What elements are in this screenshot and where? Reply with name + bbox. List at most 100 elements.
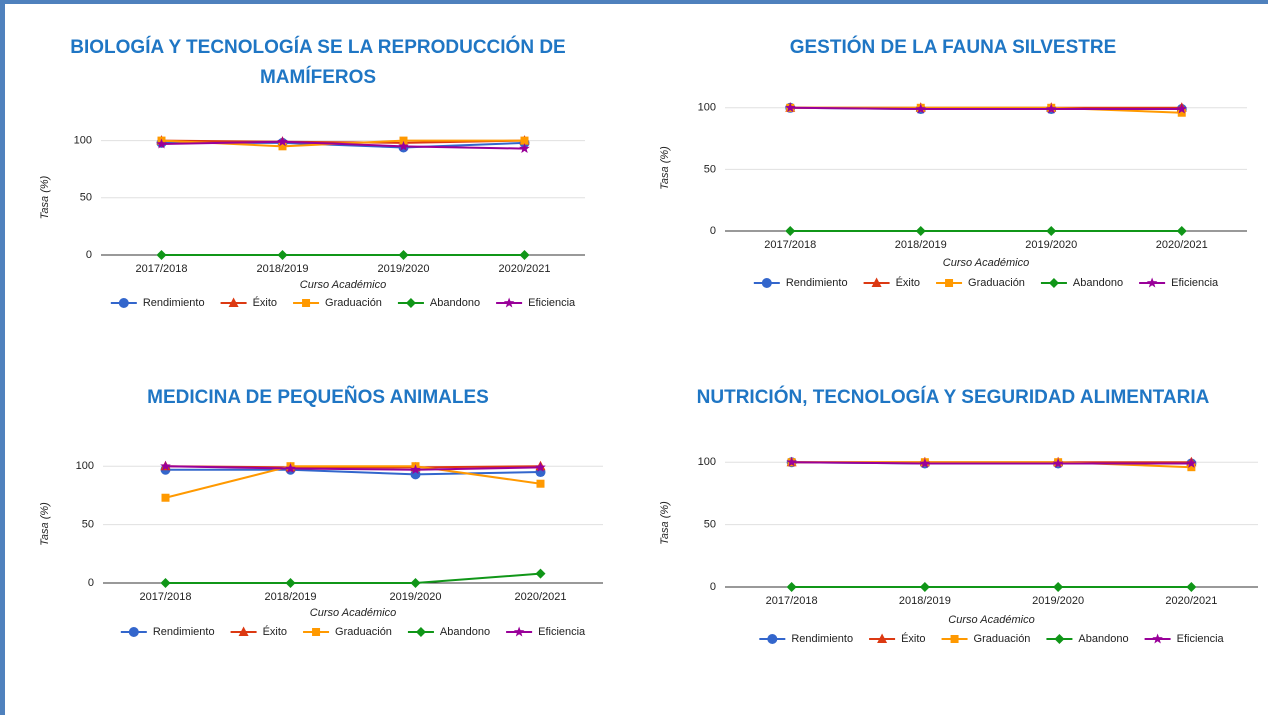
marker — [160, 578, 171, 588]
marker — [786, 582, 797, 592]
x-tick-label: 2018/2019 — [265, 591, 317, 603]
legend: Rendimiento Éxito Graduación Abandono Eficie… — [120, 625, 586, 638]
marker — [1052, 457, 1064, 468]
marker — [520, 136, 529, 145]
marker — [1176, 226, 1187, 236]
marker — [1053, 582, 1064, 592]
y-axis-label: Tasa (%) — [659, 501, 671, 545]
x-axis-label: Curso Académico — [943, 257, 1029, 269]
legend-label: Abandono — [430, 297, 480, 309]
legend-label: Eficiencia — [1177, 633, 1225, 645]
y-tick-label: 50 — [80, 192, 92, 204]
marker — [785, 226, 796, 236]
marker — [1152, 633, 1163, 644]
marker — [513, 626, 525, 637]
marker — [302, 299, 311, 307]
marker — [519, 250, 530, 260]
x-tick-label: 2018/2019 — [257, 263, 309, 275]
y-tick-label: 100 — [698, 456, 716, 468]
legend-item: Graduación — [303, 626, 392, 638]
marker — [277, 136, 288, 147]
marker — [1048, 278, 1059, 288]
legend-label: Éxito — [263, 625, 287, 638]
marker — [915, 103, 926, 114]
series-line — [165, 468, 541, 476]
y-tick-label: 100 — [74, 135, 92, 147]
legend-item: Graduación — [293, 297, 382, 309]
marker — [919, 582, 930, 592]
series-line — [165, 465, 541, 471]
marker — [761, 278, 772, 288]
legend-label: Éxito — [896, 276, 920, 289]
legend-item: Rendimiento — [759, 633, 853, 645]
marker — [399, 136, 408, 145]
legend-item: Graduación — [936, 277, 1025, 289]
marker — [950, 635, 959, 643]
x-tick-label: 2019/2020 — [390, 591, 442, 603]
legend-label: Graduación — [968, 277, 1025, 289]
legend-label: Rendimiento — [153, 626, 215, 638]
marker — [410, 464, 421, 475]
legend: Rendimiento Éxito Graduación Abandono Eficie… — [110, 296, 576, 309]
chart-title: GESTIÓN DE LA FAUNA SILVESTRE — [789, 37, 1117, 58]
legend-item: Éxito — [220, 296, 277, 309]
marker — [877, 633, 888, 643]
chart-title: MEDICINA DE PEQUEÑOS ANIMALES — [147, 387, 489, 408]
chart-title: BIOLOGÍA Y TECNOLOGÍA SE LA REPRODUCCIÓN… — [70, 37, 566, 88]
x-tick-label: 2017/2018 — [766, 595, 818, 607]
marker — [786, 456, 797, 467]
legend-item: Abandono — [397, 297, 480, 309]
legend-item: Éxito — [863, 276, 920, 289]
x-tick-label: 2020/2021 — [499, 263, 551, 275]
marker — [1046, 103, 1057, 114]
legend-item: Rendimiento — [753, 277, 848, 289]
legend-item: Rendimiento — [120, 626, 215, 638]
legend-label: Rendimiento — [791, 633, 853, 645]
x-tick-label: 2019/2020 — [1032, 595, 1084, 607]
marker — [871, 277, 882, 287]
legend-label: Graduación — [974, 633, 1031, 645]
x-axis-label: Curso Académico — [310, 607, 396, 619]
legend-item: Eficiencia — [1144, 633, 1225, 645]
y-tick-label: 50 — [82, 519, 94, 531]
legend-label: Eficiencia — [1171, 277, 1219, 289]
series-line — [165, 572, 541, 584]
legend-item: Abandono — [1046, 633, 1129, 645]
marker — [919, 457, 931, 468]
x-tick-label: 2017/2018 — [764, 239, 816, 251]
legend-label: Rendimiento — [143, 297, 205, 309]
y-tick-label: 0 — [88, 577, 94, 589]
marker — [535, 461, 546, 472]
marker — [1186, 582, 1197, 592]
series-line — [165, 465, 541, 499]
legend-label: Abandono — [1078, 633, 1128, 645]
legend-label: Abandono — [1073, 277, 1123, 289]
marker — [519, 143, 530, 154]
y-axis-label: Tasa (%) — [39, 502, 51, 546]
y-tick-label: 50 — [704, 163, 716, 175]
marker — [1186, 457, 1197, 468]
legend: Rendimiento Éxito Graduación Abandono Eficie… — [753, 276, 1219, 289]
marker — [915, 226, 926, 236]
y-tick-label: 0 — [710, 225, 716, 237]
legend-label: Graduación — [325, 297, 382, 309]
marker — [160, 460, 171, 471]
legend-item: Eficiencia — [506, 626, 586, 638]
marker — [535, 568, 546, 579]
y-tick-label: 0 — [86, 249, 92, 261]
legend: Rendimiento Éxito Graduación Abandono Eficie… — [759, 632, 1225, 645]
legend-item: Éxito — [230, 625, 287, 638]
marker — [161, 493, 170, 502]
marker — [398, 250, 409, 260]
chart-title: NUTRICIÓN, TECNOLOGÍA Y SEGURIDAD ALIMEN… — [696, 387, 1210, 408]
marker — [238, 626, 249, 636]
legend-label: Éxito — [901, 632, 925, 645]
y-tick-label: 0 — [710, 581, 716, 593]
marker — [415, 627, 426, 637]
x-axis-label: Curso Académico — [948, 614, 1034, 626]
x-tick-label: 2020/2021 — [1156, 239, 1208, 251]
y-axis-label: Tasa (%) — [39, 175, 51, 219]
series-line — [790, 106, 1182, 111]
y-axis-label: Tasa (%) — [659, 146, 671, 190]
